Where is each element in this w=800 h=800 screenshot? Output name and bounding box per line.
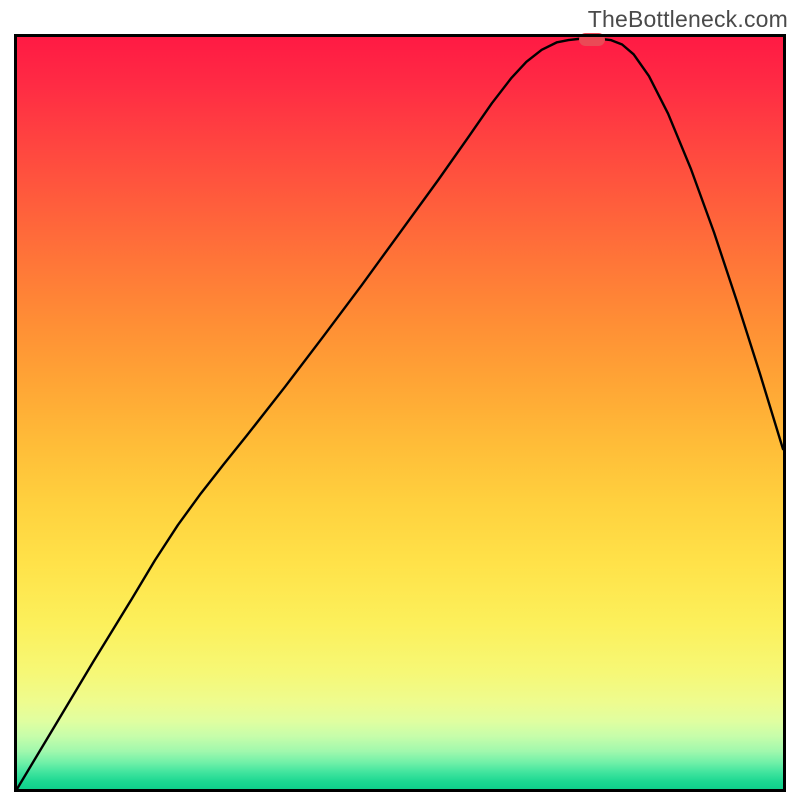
frame-border-bottom xyxy=(14,789,786,792)
chart-frame xyxy=(14,34,786,792)
frame-border-top xyxy=(14,34,786,37)
chart-container: { "watermark": { "text": "TheBottleneck.… xyxy=(0,0,800,800)
frame-border-left xyxy=(14,34,17,792)
frame-border-right xyxy=(783,34,786,792)
watermark-text: TheBottleneck.com xyxy=(588,6,788,33)
bottleneck-curve xyxy=(14,34,786,792)
